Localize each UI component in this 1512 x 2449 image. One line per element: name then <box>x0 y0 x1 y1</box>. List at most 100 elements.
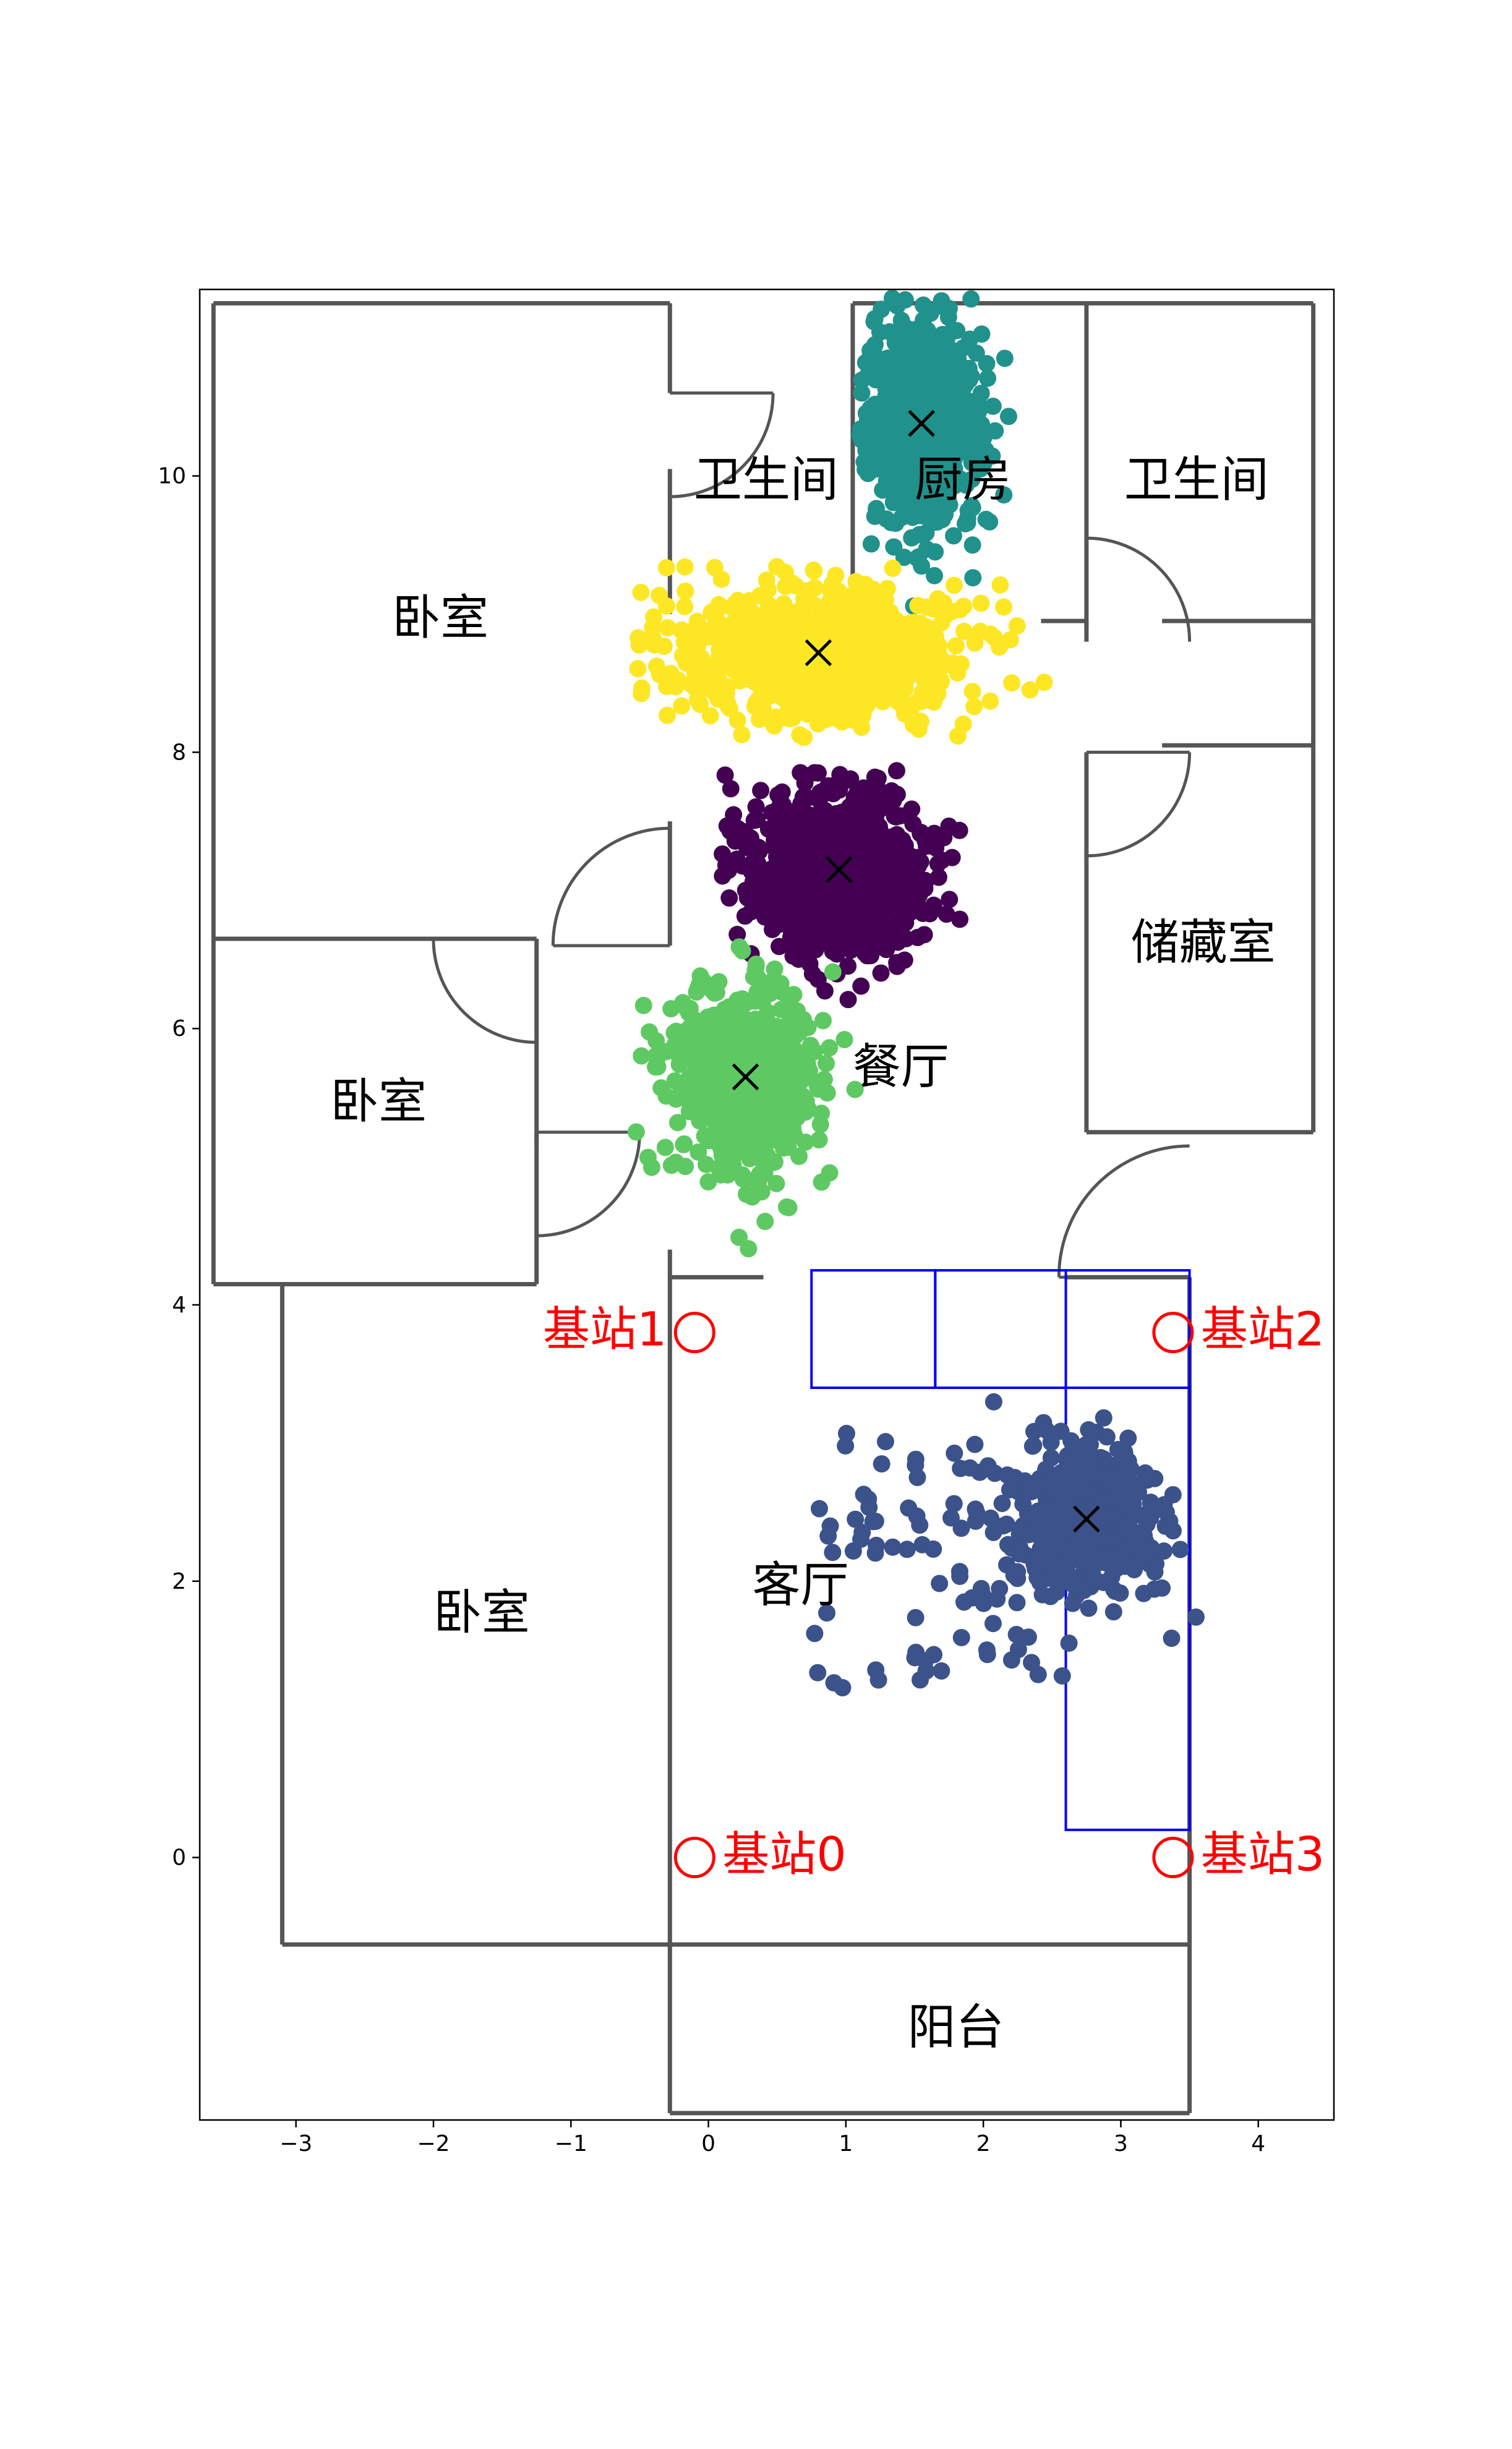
y-tick-label: 2 <box>172 1569 186 1594</box>
scatter-point-cluster-1 <box>1142 1539 1160 1557</box>
scatter-point-cluster-4 <box>854 617 872 635</box>
scatter-point-cluster-2 <box>866 507 884 525</box>
scatter-point-cluster-3 <box>698 1063 715 1081</box>
scatter-point-cluster-2 <box>915 296 933 314</box>
room-label: 卧室 <box>434 1585 530 1641</box>
scatter-point-cluster-3 <box>690 1143 707 1161</box>
scatter-point-cluster-3 <box>743 1115 761 1133</box>
scatter-point-cluster-3 <box>810 1078 828 1096</box>
scatter-point-cluster-0 <box>938 905 955 923</box>
scatter-point-cluster-4 <box>835 709 853 727</box>
scatter-point-cluster-1 <box>1057 1450 1075 1468</box>
scatter-point-cluster-0 <box>809 970 827 988</box>
scatter-point-cluster-0 <box>792 941 809 959</box>
scatter-point-cluster-3 <box>746 1011 764 1028</box>
scatter-point-cluster-0 <box>886 807 903 825</box>
scatter-point-cluster-1 <box>1134 1507 1151 1524</box>
scatter-point-cluster-1 <box>907 1643 925 1661</box>
scatter-point-cluster-4 <box>787 691 805 709</box>
x-tick-label: −3 <box>280 2131 312 2156</box>
scatter-point-cluster-2 <box>950 419 968 437</box>
scatter-point-cluster-4 <box>981 692 999 710</box>
scatter-point-cluster-3 <box>724 1150 741 1168</box>
scatter-point-cluster-1 <box>1038 1570 1056 1588</box>
scatter-point-cluster-0 <box>747 798 765 816</box>
scatter-point-cluster-3 <box>712 1126 730 1143</box>
scatter-point-cluster-4 <box>972 594 990 612</box>
scatter-point-cluster-3 <box>817 1054 835 1072</box>
scatter-point-cluster-0 <box>844 857 861 875</box>
y-tick-label: 8 <box>172 740 186 765</box>
scatter-point-cluster-4 <box>629 660 647 678</box>
scatter-point-cluster-1 <box>1119 1468 1137 1485</box>
scatter-point-cluster-3 <box>806 1043 824 1061</box>
scatter-point-cluster-0 <box>826 936 844 954</box>
scatter-point-cluster-0 <box>839 879 857 897</box>
scatter-point-cluster-1 <box>925 1646 943 1664</box>
scatter-point-cluster-3 <box>811 1116 829 1134</box>
scatter-point-cluster-4 <box>1008 617 1026 635</box>
scatter-point-cluster-2 <box>956 515 974 532</box>
scatter-point-cluster-4 <box>897 695 915 712</box>
scatter-point-cluster-4 <box>840 647 858 665</box>
scatter-point-cluster-3 <box>740 1240 758 1258</box>
scatter-point-cluster-0 <box>736 907 754 925</box>
scatter-point-cluster-2 <box>962 290 980 308</box>
scatter-point-cluster-1 <box>978 1646 996 1664</box>
scatter-point-cluster-1 <box>1098 1531 1116 1549</box>
scatter-point-cluster-4 <box>728 711 746 729</box>
scatter-point-cluster-3 <box>730 938 748 956</box>
scatter-point-cluster-3 <box>699 1173 717 1191</box>
scatter-point-cluster-3 <box>779 1139 797 1156</box>
scatter-point-cluster-3 <box>736 994 754 1012</box>
scatter-point-cluster-4 <box>1002 674 1020 692</box>
scatter-point-cluster-0 <box>951 910 969 928</box>
scatter-point-cluster-1 <box>867 1661 885 1679</box>
scatter-point-cluster-4 <box>854 704 872 722</box>
scatter-point-cluster-1 <box>1041 1588 1059 1605</box>
scatter-point-cluster-3 <box>634 996 652 1014</box>
scatter-point-cluster-0 <box>868 831 886 849</box>
x-tick-label: 0 <box>701 2131 715 2156</box>
scatter-point-cluster-3 <box>675 1047 693 1065</box>
scatter-points <box>627 289 1205 1697</box>
centroid-stroke <box>908 409 935 437</box>
scatter-point-cluster-3 <box>753 979 771 997</box>
scatter-point-cluster-1 <box>1113 1519 1131 1537</box>
y-tick-label: 10 <box>158 464 186 489</box>
scatter-point-cluster-3 <box>643 1158 660 1176</box>
x-tick-label: −1 <box>555 2131 587 2156</box>
scatter-point-cluster-1 <box>1007 1626 1025 1644</box>
scatter-point-cluster-2 <box>905 322 923 340</box>
scatter-point-cluster-2 <box>945 527 963 545</box>
scatter-point-cluster-3 <box>698 1127 716 1145</box>
scatter-point-cluster-4 <box>951 600 969 618</box>
axes-frame <box>199 288 1335 2121</box>
scatter-point-cluster-2 <box>981 513 999 531</box>
scatter-point-cluster-1 <box>1010 1526 1028 1544</box>
scatter-point-cluster-4 <box>918 684 936 702</box>
scatter-point-cluster-0 <box>725 806 743 824</box>
scatter-point-cluster-4 <box>816 704 834 722</box>
scatter-point-cluster-3 <box>668 1114 686 1132</box>
path-segment <box>1064 1387 1191 1831</box>
scatter-point-cluster-0 <box>888 785 906 803</box>
scatter-point-cluster-2 <box>995 486 1013 504</box>
scatter-point-cluster-3 <box>756 1034 774 1052</box>
scatter-point-cluster-2 <box>887 416 905 434</box>
scatter-point-cluster-4 <box>845 691 863 709</box>
scatter-point-cluster-4 <box>933 613 950 631</box>
scatter-point-cluster-1 <box>1163 1630 1181 1648</box>
scatter-point-cluster-1 <box>981 1509 999 1527</box>
scatter-point-cluster-4 <box>944 654 962 672</box>
scatter-point-cluster-3 <box>786 1093 804 1111</box>
scatter-point-cluster-2 <box>925 348 943 366</box>
scatter-point-cluster-3 <box>785 986 803 1004</box>
scatter-point-cluster-1 <box>852 1530 870 1548</box>
scatter-point-cluster-1 <box>985 1393 1002 1411</box>
scatter-point-cluster-1 <box>1025 1437 1043 1455</box>
door-arc <box>1057 1144 1190 1278</box>
scatter-point-cluster-0 <box>871 938 889 955</box>
scatter-point-cluster-3 <box>772 975 790 993</box>
